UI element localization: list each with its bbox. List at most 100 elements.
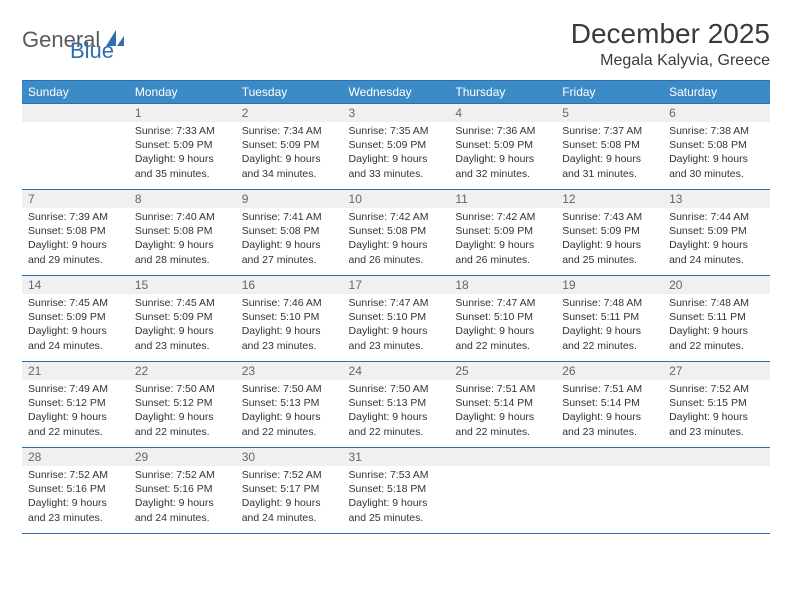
day-content: Sunrise: 7:52 AMSunset: 5:16 PMDaylight:… [22, 466, 129, 529]
sunrise-text: Sunrise: 7:33 AM [135, 124, 230, 138]
daylight-text: Daylight: 9 hours and 34 minutes. [242, 152, 337, 180]
day-number [663, 448, 770, 466]
calendar-cell: 6Sunrise: 7:38 AMSunset: 5:08 PMDaylight… [663, 104, 770, 190]
calendar-cell: 8Sunrise: 7:40 AMSunset: 5:08 PMDaylight… [129, 190, 236, 276]
day-content: Sunrise: 7:50 AMSunset: 5:12 PMDaylight:… [129, 380, 236, 443]
daylight-text: Daylight: 9 hours and 22 minutes. [455, 324, 550, 352]
sunrise-text: Sunrise: 7:37 AM [562, 124, 657, 138]
sunset-text: Sunset: 5:10 PM [349, 310, 444, 324]
day-content: Sunrise: 7:50 AMSunset: 5:13 PMDaylight:… [236, 380, 343, 443]
calendar-week-row: 7Sunrise: 7:39 AMSunset: 5:08 PMDaylight… [22, 190, 770, 276]
title-block: December 2025 Megala Kalyvia, Greece [571, 18, 770, 70]
day-content: Sunrise: 7:38 AMSunset: 5:08 PMDaylight:… [663, 122, 770, 185]
weekday-header: Monday [129, 81, 236, 104]
calendar-cell: 29Sunrise: 7:52 AMSunset: 5:16 PMDayligh… [129, 448, 236, 534]
day-content: Sunrise: 7:45 AMSunset: 5:09 PMDaylight:… [22, 294, 129, 357]
calendar-cell: 22Sunrise: 7:50 AMSunset: 5:12 PMDayligh… [129, 362, 236, 448]
sunset-text: Sunset: 5:09 PM [455, 138, 550, 152]
day-number: 26 [556, 362, 663, 380]
calendar-cell [449, 448, 556, 534]
day-content: Sunrise: 7:52 AMSunset: 5:16 PMDaylight:… [129, 466, 236, 529]
sunrise-text: Sunrise: 7:46 AM [242, 296, 337, 310]
day-content: Sunrise: 7:39 AMSunset: 5:08 PMDaylight:… [22, 208, 129, 271]
calendar-cell: 14Sunrise: 7:45 AMSunset: 5:09 PMDayligh… [22, 276, 129, 362]
calendar-cell: 5Sunrise: 7:37 AMSunset: 5:08 PMDaylight… [556, 104, 663, 190]
day-content: Sunrise: 7:37 AMSunset: 5:08 PMDaylight:… [556, 122, 663, 185]
sunset-text: Sunset: 5:11 PM [562, 310, 657, 324]
day-content: Sunrise: 7:48 AMSunset: 5:11 PMDaylight:… [663, 294, 770, 357]
daylight-text: Daylight: 9 hours and 22 minutes. [455, 410, 550, 438]
weekday-header: Friday [556, 81, 663, 104]
calendar-cell: 4Sunrise: 7:36 AMSunset: 5:09 PMDaylight… [449, 104, 556, 190]
day-content: Sunrise: 7:40 AMSunset: 5:08 PMDaylight:… [129, 208, 236, 271]
sunset-text: Sunset: 5:13 PM [349, 396, 444, 410]
day-number: 6 [663, 104, 770, 122]
sunrise-text: Sunrise: 7:39 AM [28, 210, 123, 224]
calendar-cell: 24Sunrise: 7:50 AMSunset: 5:13 PMDayligh… [343, 362, 450, 448]
sunset-text: Sunset: 5:08 PM [349, 224, 444, 238]
day-content: Sunrise: 7:41 AMSunset: 5:08 PMDaylight:… [236, 208, 343, 271]
daylight-text: Daylight: 9 hours and 22 minutes. [28, 410, 123, 438]
sunrise-text: Sunrise: 7:36 AM [455, 124, 550, 138]
daylight-text: Daylight: 9 hours and 23 minutes. [242, 324, 337, 352]
daylight-text: Daylight: 9 hours and 31 minutes. [562, 152, 657, 180]
sunset-text: Sunset: 5:09 PM [669, 224, 764, 238]
calendar-cell: 28Sunrise: 7:52 AMSunset: 5:16 PMDayligh… [22, 448, 129, 534]
calendar-cell: 11Sunrise: 7:42 AMSunset: 5:09 PMDayligh… [449, 190, 556, 276]
day-content: Sunrise: 7:49 AMSunset: 5:12 PMDaylight:… [22, 380, 129, 443]
day-number: 29 [129, 448, 236, 466]
sunset-text: Sunset: 5:13 PM [242, 396, 337, 410]
daylight-text: Daylight: 9 hours and 23 minutes. [349, 324, 444, 352]
day-content: Sunrise: 7:42 AMSunset: 5:08 PMDaylight:… [343, 208, 450, 271]
sunrise-text: Sunrise: 7:43 AM [562, 210, 657, 224]
day-content: Sunrise: 7:46 AMSunset: 5:10 PMDaylight:… [236, 294, 343, 357]
daylight-text: Daylight: 9 hours and 24 minutes. [242, 496, 337, 524]
sunrise-text: Sunrise: 7:48 AM [669, 296, 764, 310]
sunset-text: Sunset: 5:08 PM [242, 224, 337, 238]
day-number: 27 [663, 362, 770, 380]
calendar-week-row: 21Sunrise: 7:49 AMSunset: 5:12 PMDayligh… [22, 362, 770, 448]
sunrise-text: Sunrise: 7:51 AM [562, 382, 657, 396]
day-number [449, 448, 556, 466]
logo: GeneralBlue [22, 18, 162, 62]
sunrise-text: Sunrise: 7:52 AM [28, 468, 123, 482]
day-content: Sunrise: 7:34 AMSunset: 5:09 PMDaylight:… [236, 122, 343, 185]
sunrise-text: Sunrise: 7:51 AM [455, 382, 550, 396]
day-number: 24 [343, 362, 450, 380]
daylight-text: Daylight: 9 hours and 22 minutes. [242, 410, 337, 438]
sunset-text: Sunset: 5:14 PM [562, 396, 657, 410]
sunset-text: Sunset: 5:09 PM [242, 138, 337, 152]
sunset-text: Sunset: 5:16 PM [28, 482, 123, 496]
day-number [22, 104, 129, 122]
day-number: 1 [129, 104, 236, 122]
calendar-cell: 21Sunrise: 7:49 AMSunset: 5:12 PMDayligh… [22, 362, 129, 448]
sunrise-text: Sunrise: 7:50 AM [349, 382, 444, 396]
day-content: Sunrise: 7:52 AMSunset: 5:15 PMDaylight:… [663, 380, 770, 443]
sunset-text: Sunset: 5:16 PM [135, 482, 230, 496]
header: GeneralBlue December 2025 Megala Kalyvia… [22, 18, 770, 70]
calendar-cell [663, 448, 770, 534]
calendar-cell: 3Sunrise: 7:35 AMSunset: 5:09 PMDaylight… [343, 104, 450, 190]
daylight-text: Daylight: 9 hours and 24 minutes. [669, 238, 764, 266]
calendar-cell [556, 448, 663, 534]
sunrise-text: Sunrise: 7:50 AM [242, 382, 337, 396]
daylight-text: Daylight: 9 hours and 29 minutes. [28, 238, 123, 266]
calendar-week-row: 28Sunrise: 7:52 AMSunset: 5:16 PMDayligh… [22, 448, 770, 534]
sunrise-text: Sunrise: 7:41 AM [242, 210, 337, 224]
sunrise-text: Sunrise: 7:42 AM [455, 210, 550, 224]
sunrise-text: Sunrise: 7:49 AM [28, 382, 123, 396]
daylight-text: Daylight: 9 hours and 35 minutes. [135, 152, 230, 180]
sunrise-text: Sunrise: 7:42 AM [349, 210, 444, 224]
day-number: 10 [343, 190, 450, 208]
day-content: Sunrise: 7:47 AMSunset: 5:10 PMDaylight:… [343, 294, 450, 357]
day-content: Sunrise: 7:51 AMSunset: 5:14 PMDaylight:… [449, 380, 556, 443]
sunset-text: Sunset: 5:08 PM [669, 138, 764, 152]
sunset-text: Sunset: 5:10 PM [242, 310, 337, 324]
weekday-header: Tuesday [236, 81, 343, 104]
day-number: 3 [343, 104, 450, 122]
sunrise-text: Sunrise: 7:40 AM [135, 210, 230, 224]
day-number: 16 [236, 276, 343, 294]
day-number [556, 448, 663, 466]
calendar-cell: 20Sunrise: 7:48 AMSunset: 5:11 PMDayligh… [663, 276, 770, 362]
calendar-cell: 17Sunrise: 7:47 AMSunset: 5:10 PMDayligh… [343, 276, 450, 362]
